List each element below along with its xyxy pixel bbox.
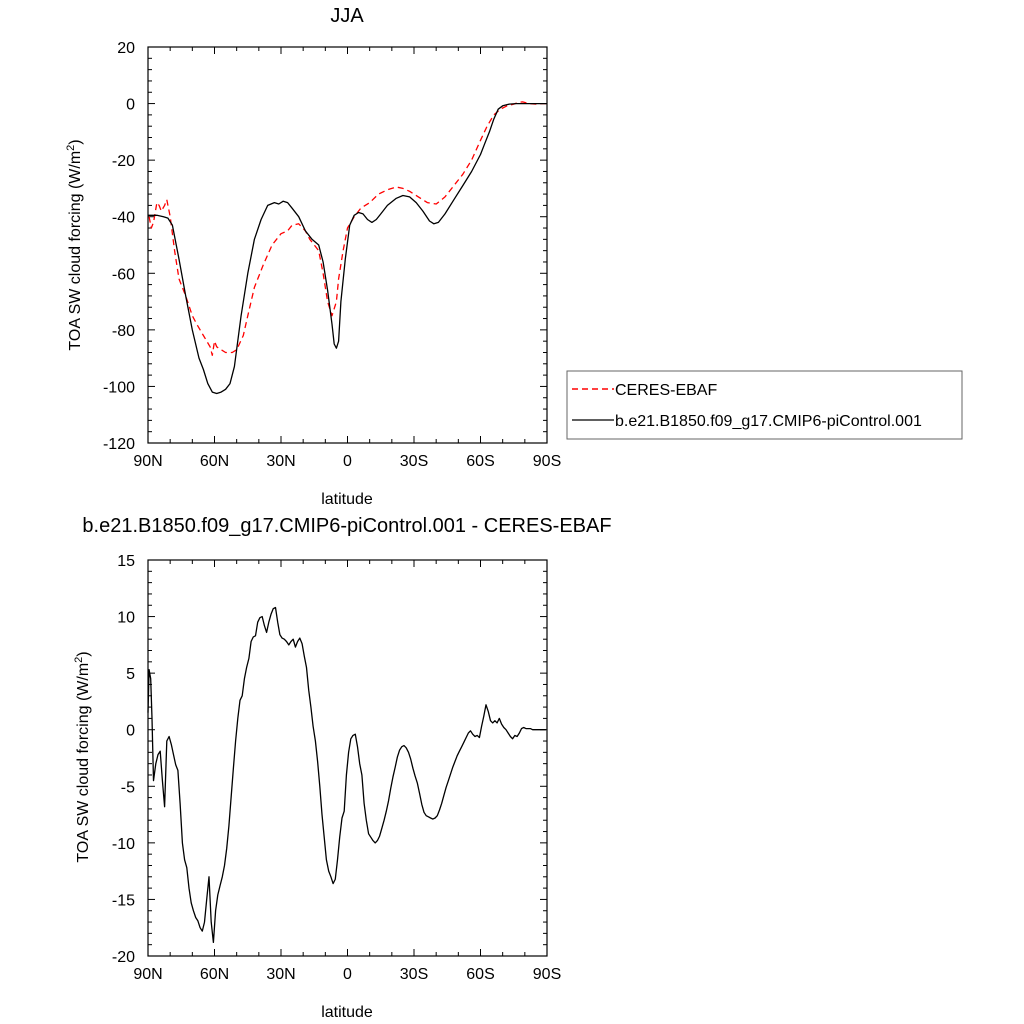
top-xtick-label: 30N (266, 453, 295, 470)
top-ytick-label: -40 (112, 210, 135, 227)
legend-label-model: b.e21.B1850.f09_g17.CMIP6-piControl.001 (615, 413, 922, 430)
top-ytick-label: -120 (103, 436, 135, 453)
bottom-chart-title: b.e21.B1850.f09_g17.CMIP6-piControl.001 … (82, 515, 611, 537)
top-xtick-label: 90N (133, 453, 162, 470)
top-xtick-label: 0 (343, 453, 352, 470)
top-series-line-ceres-ebaf (148, 101, 547, 356)
bottom-ytick-label: -5 (121, 779, 135, 796)
top-chart-xlabel: latitude (321, 491, 373, 508)
bottom-chart-ylabel: TOA SW cloud forcing (W/m2) (73, 651, 92, 862)
bottom-ytick-label: 10 (117, 610, 135, 627)
bottom-ytick-label: -20 (112, 949, 135, 966)
top-series-line-b-e21-b1850-f09-g17-cmip6-picontrol-001 (148, 102, 547, 395)
top-chart-ylabel-sup: 2 (65, 145, 77, 151)
top-ytick-label: -100 (103, 379, 135, 396)
bottom-xtick-label: 90N (133, 966, 162, 983)
top-chart-panel: JJA TOA SW cloud forcing (W/m2) latitude… (65, 5, 561, 508)
legend-label-ceres: CERES-EBAF (615, 382, 717, 399)
bottom-chart-xlabel: latitude (321, 1004, 373, 1021)
bottom-xtick-label: 30N (266, 966, 295, 983)
bottom-xtick-label: 30S (400, 966, 428, 983)
bottom-ytick-label: 0 (126, 723, 135, 740)
bottom-ytick-label: -10 (112, 836, 135, 853)
top-ytick-label: -60 (112, 266, 135, 283)
top-ytick-label: -20 (112, 153, 135, 170)
bottom-chart-ylabel-tail: ) (75, 651, 92, 656)
top-xtick-label: 30S (400, 453, 428, 470)
top-chart-ylabel-group: TOA SW cloud forcing (W/m2) (65, 139, 84, 350)
top-xtick-label: 60S (466, 453, 494, 470)
bottom-chart-ylabel-main: TOA SW cloud forcing (W/m (75, 663, 92, 863)
bottom-chart-ylabel-sup: 2 (73, 657, 85, 663)
bottom-xtick-label: 90S (533, 966, 561, 983)
top-chart-ylabel: TOA SW cloud forcing (W/m2) (65, 139, 84, 350)
legend: CERES-EBAF b.e21.B1850.f09_g17.CMIP6-piC… (566, 370, 963, 440)
bottom-ytick-label: 5 (126, 666, 135, 683)
top-chart-title: JJA (330, 5, 364, 27)
bottom-ytick-label: -15 (112, 892, 135, 909)
bottom-chart-panel: b.e21.B1850.f09_g17.CMIP6-piControl.001 … (73, 515, 612, 1021)
bottom-chart-ylabel-group: TOA SW cloud forcing (W/m2) (73, 651, 92, 862)
top-xtick-label: 60N (200, 453, 229, 470)
legend-box (566, 370, 963, 440)
top-xtick-label: 90S (533, 453, 561, 470)
bottom-series-line-difference (147, 606, 546, 944)
top-ytick-label: 20 (117, 40, 135, 57)
top-chart-ylabel-main: TOA SW cloud forcing (W/m (67, 151, 84, 351)
top-ytick-label: -80 (112, 323, 135, 340)
top-ytick-label: 0 (126, 97, 135, 114)
bottom-xtick-label: 0 (343, 966, 352, 983)
bottom-xtick-label: 60N (200, 966, 229, 983)
bottom-ytick-label: 15 (117, 553, 135, 570)
top-chart-ylabel-tail: ) (67, 139, 84, 144)
bottom-xtick-label: 60S (466, 966, 494, 983)
